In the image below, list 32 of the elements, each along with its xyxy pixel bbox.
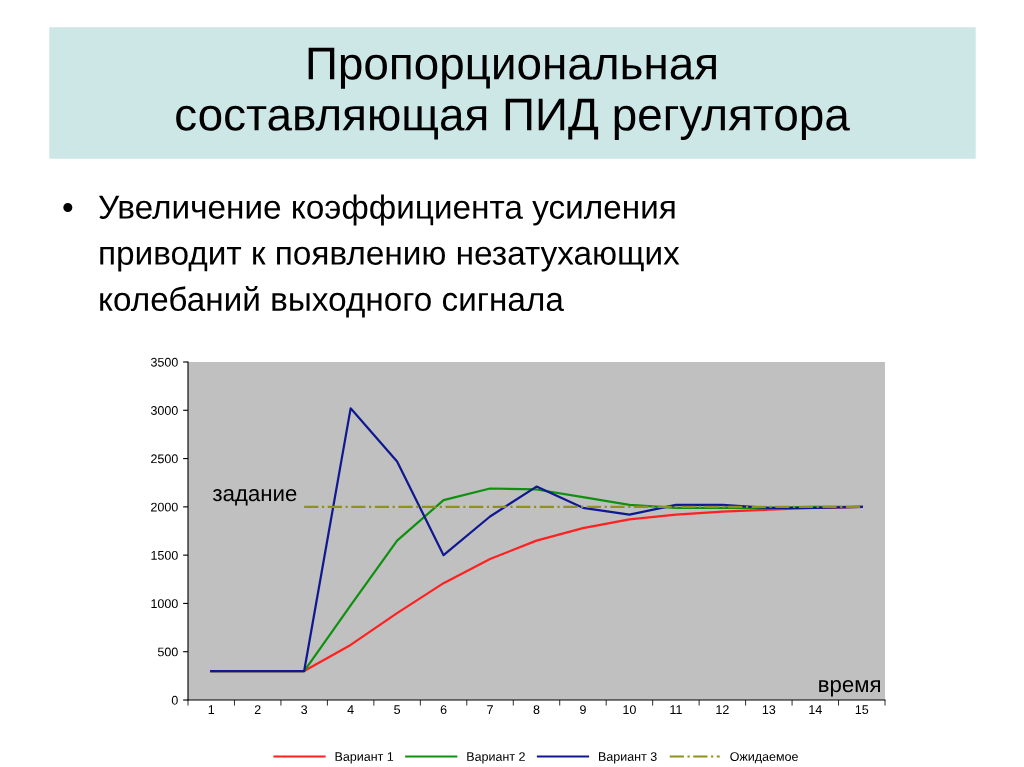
legend-label: Вариант 3 (599, 752, 657, 764)
y-tick-label: 1500 (151, 550, 178, 560)
y-tick-label: 2500 (151, 454, 178, 464)
y-tick-label: 3500 (150, 357, 178, 367)
x-tick-label: 7 (487, 705, 493, 714)
y-tick-label: 3000 (150, 406, 178, 415)
annotation: задание (212, 489, 297, 506)
x-tick-label: 3 (301, 705, 308, 715)
legend-label: Ожидаемое (730, 752, 798, 764)
x-tick-label: 4 (347, 705, 354, 714)
x-tick-label: 13 (762, 705, 776, 715)
annotation: время (819, 680, 880, 697)
y-tick-label: 500 (157, 647, 178, 657)
legend-label: Вариант 1 (335, 752, 394, 764)
y-tick-label: 1000 (151, 599, 178, 609)
x-tick-label: 14 (809, 705, 822, 714)
x-tick-label: 15 (855, 705, 869, 715)
line-series (210, 407, 863, 673)
x-tick-label: 8 (533, 705, 540, 715)
x-tick-label: 5 (394, 705, 401, 715)
y-tick-label: 2000 (151, 502, 178, 512)
y-tick-label: 0 (171, 695, 178, 705)
x-tick-label: 11 (670, 705, 682, 714)
x-tick-label: 1 (208, 705, 215, 714)
x-tick-label: 6 (440, 705, 447, 715)
chart-title: Пропорциональная составляющая ПИД регулятора (176, 47, 850, 140)
chart-subtitle: • Увеличение коэффициента усиления приводит к появлению незатухающих колебаний выходного сигнала (63, 194, 680, 318)
legend-label: Вариант 2 (467, 752, 525, 764)
x-tick-label: 2 (254, 705, 261, 714)
x-tick-label: 9 (580, 705, 586, 715)
x-tick-label: 10 (623, 705, 636, 715)
x-tick-label: 12 (716, 705, 729, 714)
